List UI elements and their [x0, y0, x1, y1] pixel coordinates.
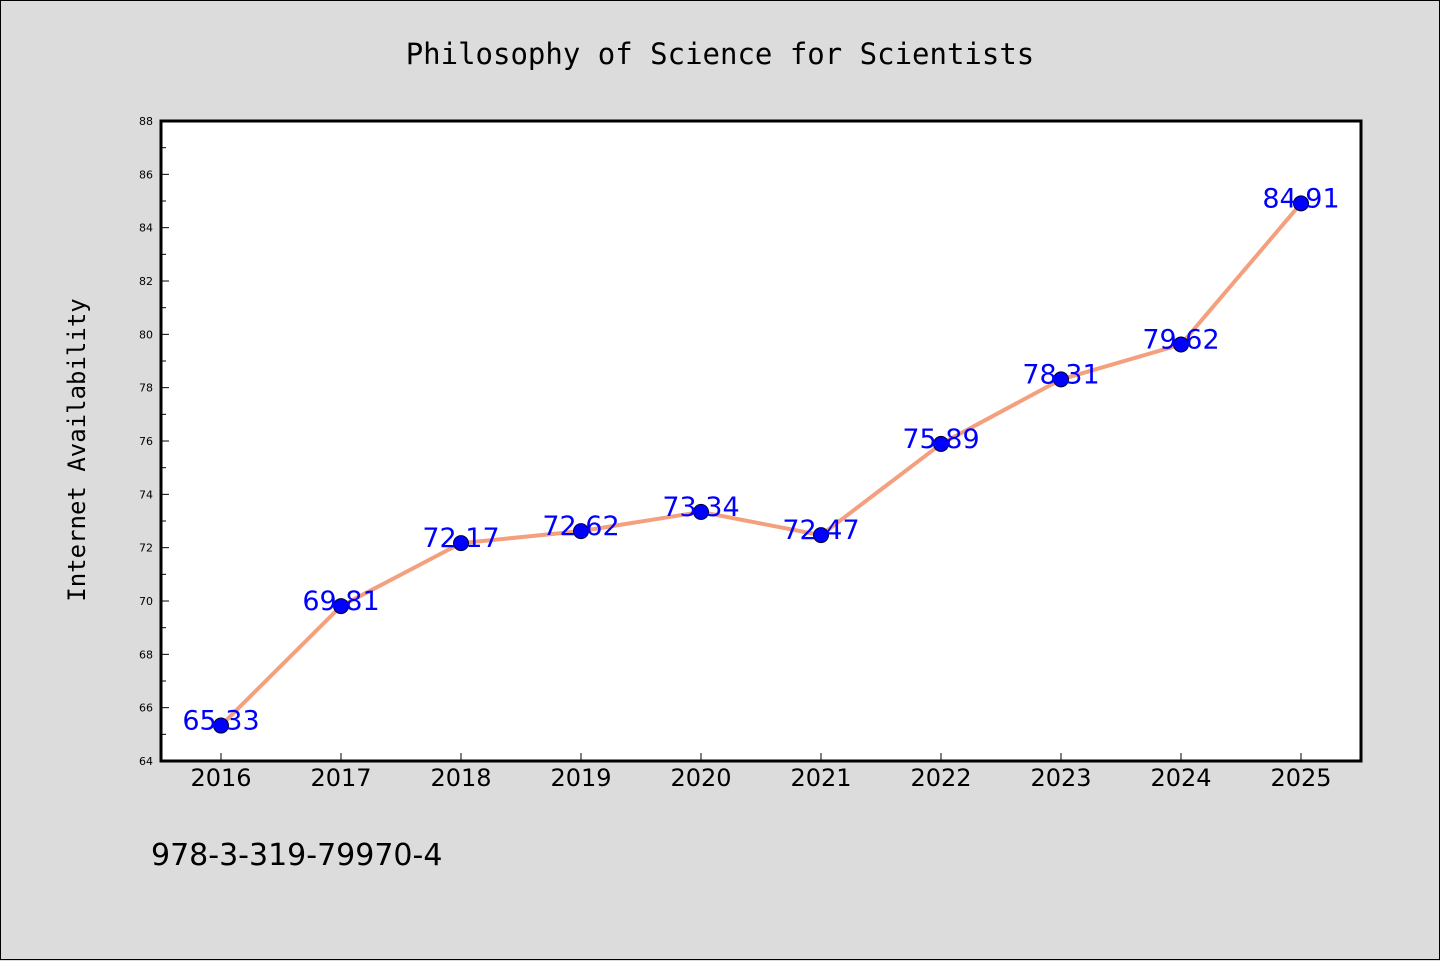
y-tick-label: 70	[139, 595, 153, 608]
data-point	[1293, 195, 1309, 212]
x-tick-label: 2021	[790, 764, 851, 792]
y-tick-label: 68	[139, 648, 153, 661]
data-label: 84.91	[1262, 183, 1339, 214]
chart-title: Philosophy of Science for Scientists	[406, 37, 1035, 71]
x-tick-label: 2022	[910, 764, 971, 792]
data-point	[333, 598, 349, 615]
data-label: 79.62	[1142, 324, 1219, 355]
x-tick-label: 2023	[1030, 764, 1091, 792]
data-point	[1173, 336, 1189, 353]
data-label: 78.31	[1022, 359, 1099, 390]
y-tick-label: 78	[139, 382, 153, 395]
y-tick-label: 76	[139, 435, 153, 448]
data-point	[1053, 371, 1069, 388]
series-line	[219, 202, 1303, 727]
y-tick-label: 64	[139, 755, 153, 768]
data-label: 72.47	[782, 515, 859, 546]
x-tick-label: 2025	[1270, 764, 1331, 792]
data-label: 69.81	[302, 586, 379, 617]
data-point	[813, 527, 829, 544]
x-tick-label: 2018	[430, 764, 491, 792]
data-label: 72.62	[542, 511, 619, 542]
data-point	[933, 435, 949, 452]
x-tick-label: 2019	[550, 764, 611, 792]
data-labels: 65.33 69.81 72.17 72.62 73.34 72.47 75.89 78.31…	[182, 183, 1339, 736]
data-label: 73.34	[662, 492, 739, 523]
y-tick-label: 88	[139, 115, 153, 128]
y-axis-ticks: 64 66 68 70 72 74 76 78 80 82 84 86 88	[139, 115, 169, 768]
data-markers	[213, 195, 1309, 734]
data-point	[453, 535, 469, 552]
data-label: 72.17	[422, 523, 499, 554]
y-tick-label: 84	[139, 222, 153, 235]
data-point	[213, 717, 229, 734]
x-tick-label: 2017	[310, 764, 371, 792]
y-tick-label: 80	[139, 328, 153, 341]
y-tick-label: 72	[139, 542, 153, 555]
data-label: 65.33	[182, 706, 259, 737]
y-tick-label: 66	[139, 702, 153, 715]
y-tick-label: 82	[139, 275, 153, 288]
x-tick-label: 2020	[670, 764, 731, 792]
data-point	[573, 523, 589, 540]
x-tick-label: 2024	[1150, 764, 1211, 792]
isbn-text: 978-3-319-79970-4	[151, 838, 442, 873]
data-point	[693, 503, 709, 520]
y-axis-label: Internet Availability	[63, 298, 91, 601]
plot-area	[159, 119, 1363, 763]
y-tick-label: 86	[139, 168, 153, 181]
x-axis-ticks: 2016 2017 2018 2019 2020 2021 2022 2023 2024 2025	[190, 753, 1332, 792]
data-label: 75.89	[902, 424, 979, 455]
y-tick-label: 74	[139, 488, 153, 501]
x-tick-label: 2016	[190, 764, 251, 792]
